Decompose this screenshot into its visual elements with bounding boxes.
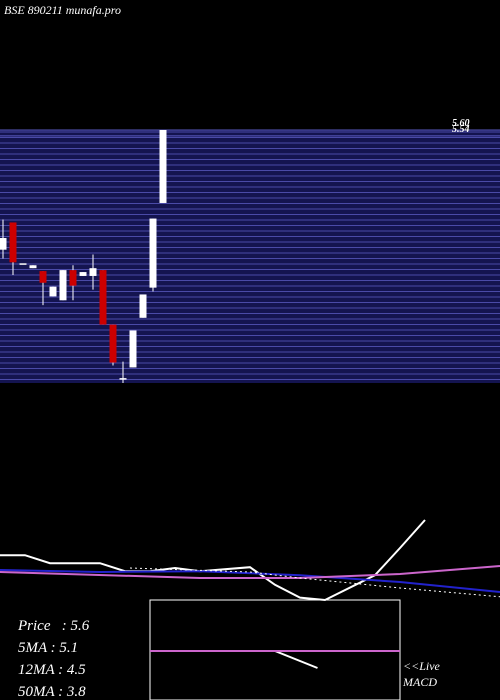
band-lines xyxy=(0,131,500,380)
candle-body xyxy=(69,270,77,286)
line-series xyxy=(129,567,500,598)
candle-body xyxy=(139,294,147,318)
y-tick-label: 5.60 xyxy=(452,118,470,129)
label-part: <<Live xyxy=(403,659,441,673)
candle-body xyxy=(39,271,47,283)
label-part: MACD xyxy=(402,675,437,689)
candle-body xyxy=(109,324,117,363)
stat-text: 5MA : 5.1 xyxy=(18,640,78,656)
candle-body xyxy=(89,268,97,276)
price-band xyxy=(0,130,500,383)
candle-body xyxy=(99,270,107,325)
line-series xyxy=(0,569,500,593)
candle-body xyxy=(79,272,87,276)
candle-body xyxy=(19,263,27,265)
y-tick-label: 5.54 xyxy=(452,124,470,135)
candle-body xyxy=(119,378,127,380)
candle-body xyxy=(29,265,37,269)
macd-label: <<Live MACD xyxy=(402,659,441,689)
candle-body xyxy=(159,130,167,203)
candle-body xyxy=(129,330,137,368)
candle-body xyxy=(9,222,17,263)
candle-body xyxy=(0,238,7,250)
candle-body xyxy=(149,218,157,288)
candle-body xyxy=(49,286,57,297)
stat-text: Price : 5.6 xyxy=(17,618,90,634)
stat-text: 12MA : 4.5 xyxy=(18,662,86,678)
candle-body xyxy=(59,270,67,301)
chart-title: BSE 890211 munafa.pro xyxy=(4,3,121,17)
stat-text: 50MA : 3.8 xyxy=(18,684,86,700)
